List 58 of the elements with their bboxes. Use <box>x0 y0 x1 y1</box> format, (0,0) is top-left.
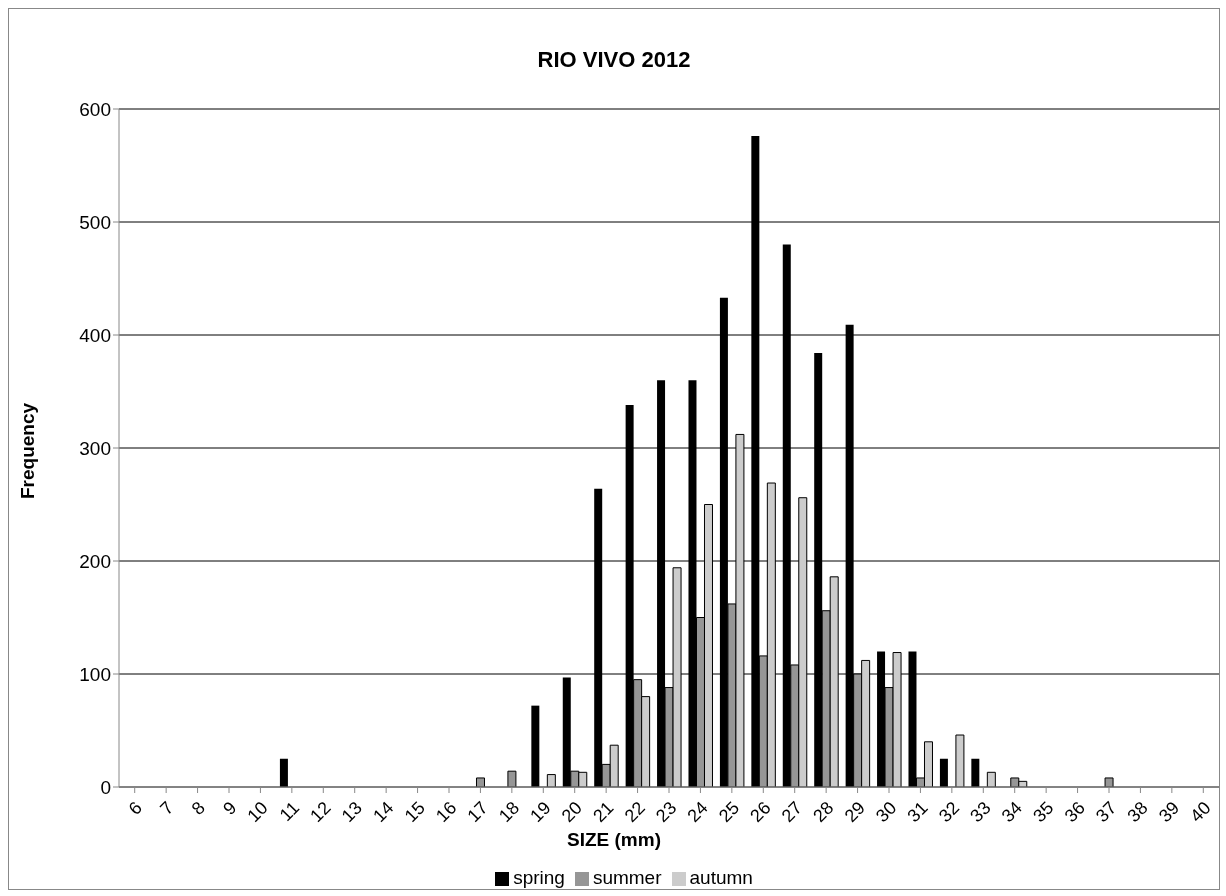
bar <box>1104 777 1114 787</box>
x-tick-label: 6 <box>124 797 147 819</box>
x-tick-label: 27 <box>777 797 807 826</box>
x-tick-label: 35 <box>1029 797 1058 826</box>
x-tick-label: 24 <box>683 797 712 826</box>
chart-title: RIO VIVO 2012 <box>536 47 692 73</box>
y-axis-title: Frequency <box>17 402 38 499</box>
x-tick-label: 9 <box>219 797 241 819</box>
legend-label: summer <box>592 867 662 888</box>
x-tick-label: 38 <box>1123 797 1152 826</box>
x-tick-label: 39 <box>1154 797 1184 826</box>
x-tick-label: 15 <box>400 797 429 826</box>
bar <box>971 758 980 787</box>
x-tick-label: 8 <box>187 797 209 819</box>
bar <box>986 771 996 787</box>
x-tick-label: 14 <box>369 797 398 826</box>
y-tick-label: 200 <box>79 550 111 572</box>
x-tick-label: 7 <box>156 797 178 819</box>
x-tick-label: 26 <box>746 797 775 826</box>
x-tick-label: 33 <box>966 797 995 826</box>
x-tick-label: 32 <box>934 797 964 826</box>
x-tick-label: 34 <box>997 797 1027 826</box>
x-tick-label: 36 <box>1060 797 1089 826</box>
legend-label: spring <box>513 867 565 888</box>
x-tick-label: 37 <box>1092 797 1121 826</box>
x-tick-label: 31 <box>903 797 932 826</box>
x-tick-label: 11 <box>275 797 304 826</box>
x-tick-label: 12 <box>306 797 335 826</box>
bar <box>546 774 556 787</box>
x-tick-label: 25 <box>714 797 744 826</box>
x-tick-label: 40 <box>1186 797 1215 826</box>
y-tick-label: 300 <box>79 437 111 459</box>
x-tick-label: 17 <box>463 797 492 826</box>
x-tick-label: 29 <box>840 797 869 826</box>
x-tick-label: 16 <box>432 797 461 826</box>
y-tick-label: 500 <box>79 211 111 233</box>
x-tick-label: 22 <box>620 797 649 826</box>
x-tick-label: 21 <box>589 797 618 826</box>
bar <box>939 758 948 787</box>
bar <box>507 770 517 787</box>
x-tick-label: 20 <box>557 797 587 826</box>
x-tick-label: 19 <box>526 797 555 826</box>
bar <box>531 705 540 787</box>
legend-label: autumn <box>689 867 753 888</box>
bar <box>475 777 485 787</box>
y-tick-label: 0 <box>100 776 111 798</box>
x-tick-label: 23 <box>652 797 681 826</box>
y-tick-label: 600 <box>79 98 111 120</box>
y-tick-label: 400 <box>79 324 111 346</box>
x-tick-label: 13 <box>337 797 367 826</box>
x-tick-label: 18 <box>494 797 524 826</box>
x-axis-title: SIZE (mm) <box>566 829 662 851</box>
bar <box>955 734 965 787</box>
bar <box>279 758 288 787</box>
x-tick-label: 10 <box>243 797 272 826</box>
x-tick-label: 28 <box>809 797 838 826</box>
y-tick-label: 100 <box>79 663 111 685</box>
x-tick-label: 30 <box>872 797 901 826</box>
